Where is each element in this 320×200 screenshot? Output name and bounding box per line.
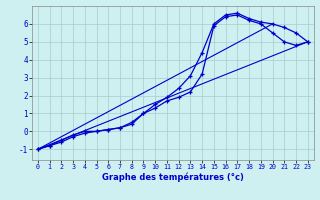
X-axis label: Graphe des températures (°c): Graphe des températures (°c) [102, 173, 244, 182]
